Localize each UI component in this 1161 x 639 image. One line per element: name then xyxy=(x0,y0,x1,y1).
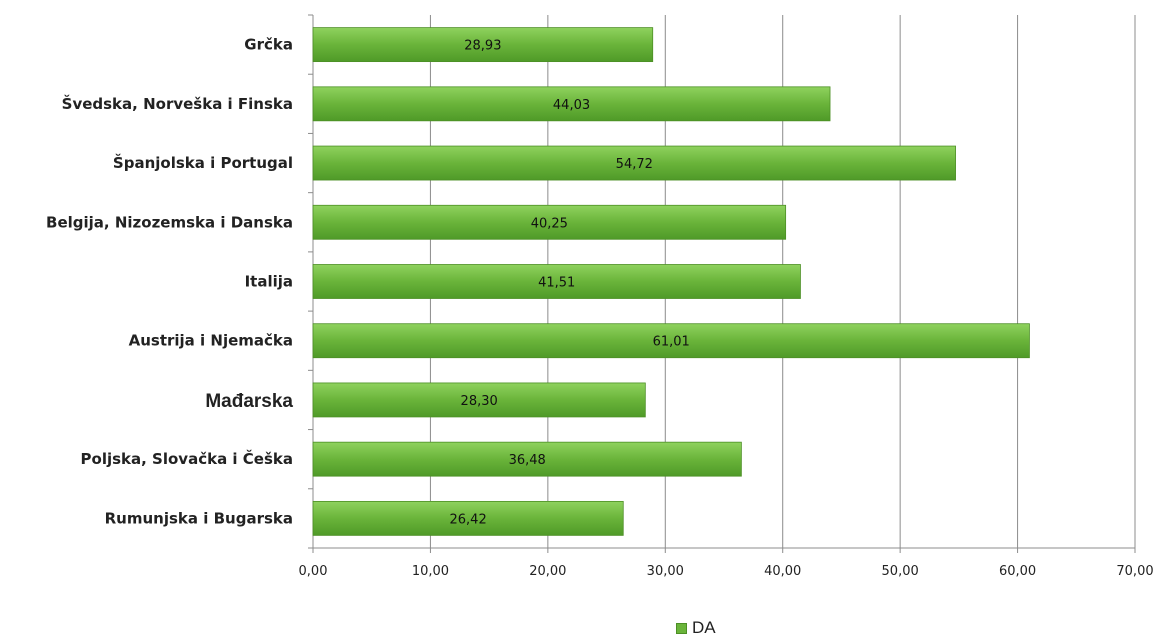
x-tick-label: 50,00 xyxy=(882,564,919,579)
bar-value-label: 28,30 xyxy=(461,394,498,409)
x-tick-label: 20,00 xyxy=(529,564,566,579)
category-label: Italija xyxy=(245,273,293,291)
category-label: Austrija i Njemačka xyxy=(129,332,293,350)
bar-value-label: 61,01 xyxy=(653,335,690,350)
bar xyxy=(312,500,624,536)
x-tick-label: 70,00 xyxy=(1116,564,1153,579)
category-label: Mađarska xyxy=(205,391,293,412)
x-tick-label: 10,00 xyxy=(412,564,449,579)
bar xyxy=(312,382,646,418)
bar xyxy=(312,86,831,122)
bar-value-label: 41,51 xyxy=(538,276,575,291)
category-label: Grčka xyxy=(244,36,293,54)
bar xyxy=(312,27,654,63)
category-label: Belgija, Nizozemska i Danska xyxy=(46,213,293,231)
bar-value-label: 54,72 xyxy=(616,157,653,172)
labels: 0,00 10,00 20,00 30,00 40,00 50,00 60,00 70,00 2… xyxy=(46,36,1154,579)
bars xyxy=(312,27,1030,536)
x-tick-label: 60,00 xyxy=(999,564,1036,579)
bar xyxy=(312,204,787,240)
bar-value-label: 28,93 xyxy=(464,39,501,54)
category-label: Španjolska i Portugal xyxy=(113,153,293,172)
bar-value-label: 44,03 xyxy=(553,98,590,113)
bar-value-label: 26,42 xyxy=(450,512,487,527)
bar xyxy=(312,264,801,299)
x-tick-label: 0,00 xyxy=(299,564,328,579)
x-tick-label: 30,00 xyxy=(647,564,684,579)
legend-swatch xyxy=(676,622,687,634)
category-label: Švedska, Norveška i Finska xyxy=(62,94,293,113)
legend-label: DA xyxy=(692,618,716,637)
legend: DA xyxy=(676,618,716,638)
x-tick-label: 40,00 xyxy=(764,564,801,579)
category-label: Rumunjska i Bugarska xyxy=(105,509,293,527)
category-label: Poljska, Slovačka i Češka xyxy=(81,449,293,468)
bar xyxy=(312,145,956,181)
bar-value-label: 36,48 xyxy=(509,453,546,468)
bar xyxy=(312,323,1030,359)
bar xyxy=(312,441,742,477)
bar-value-label: 40,25 xyxy=(531,216,568,231)
